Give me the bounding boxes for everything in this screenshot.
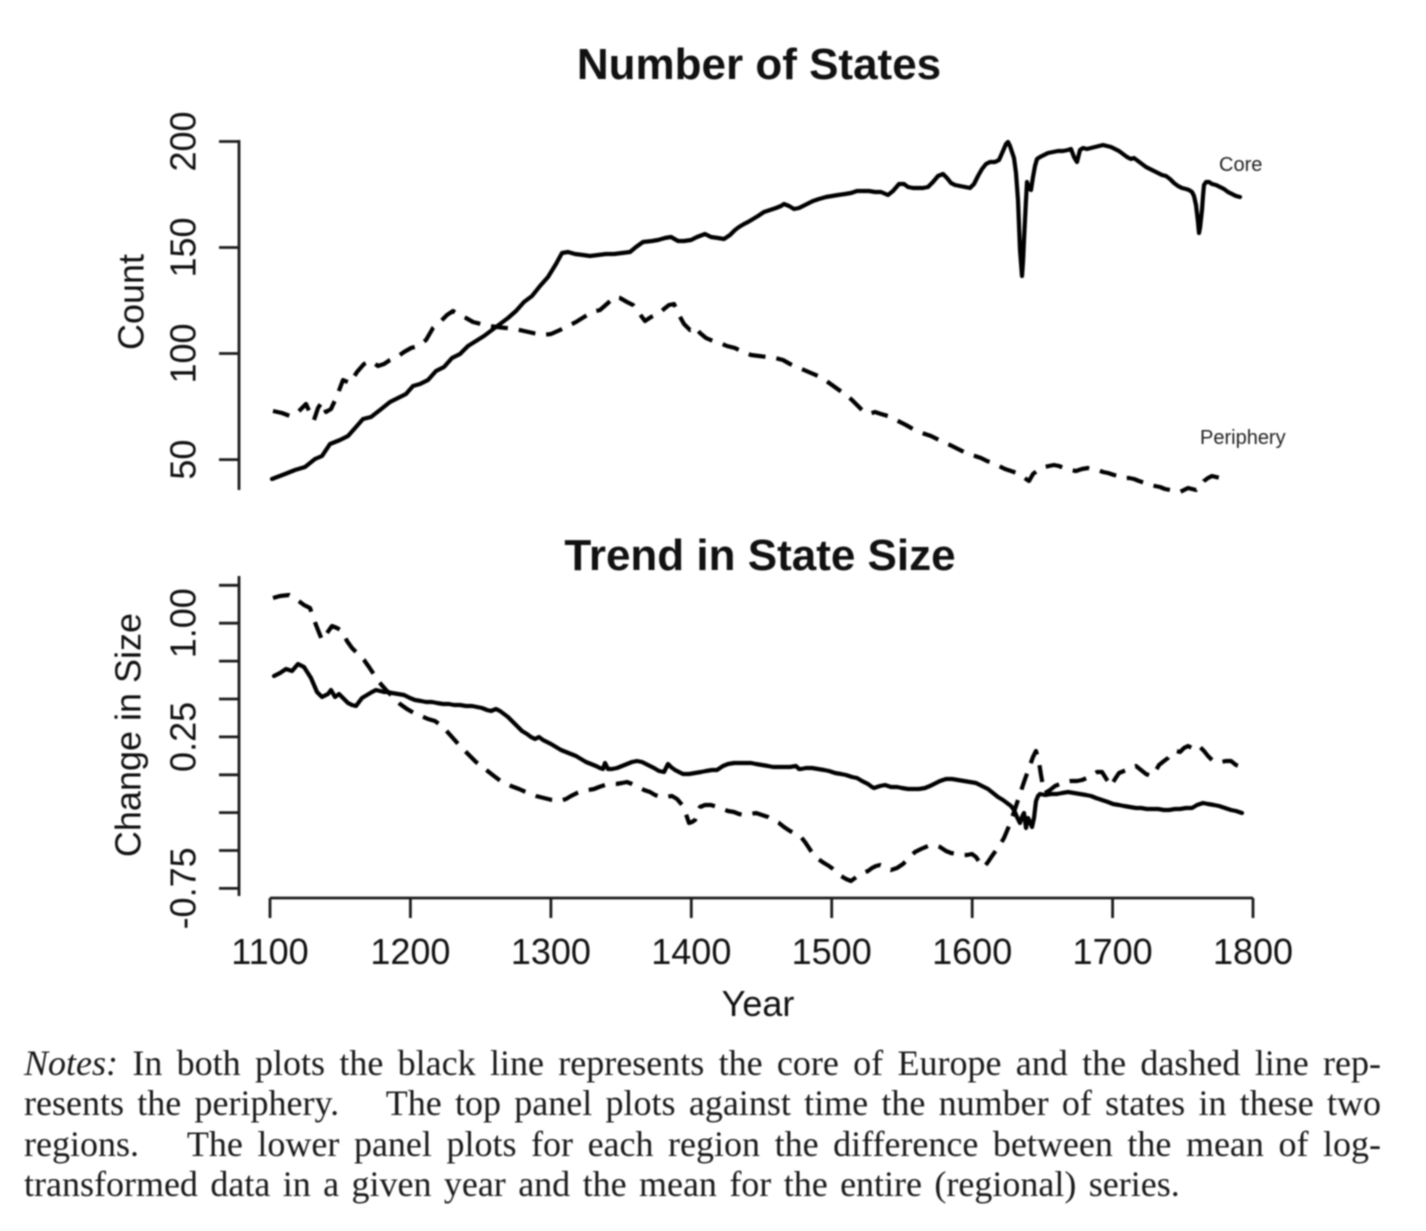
svg-text:100: 100 [163, 323, 204, 383]
svg-text:1600: 1600 [932, 931, 1012, 972]
svg-text:150: 150 [163, 217, 204, 277]
svg-text:1.00: 1.00 [163, 588, 204, 658]
svg-text:1100: 1100 [231, 931, 308, 972]
svg-text:0.25: 0.25 [163, 702, 204, 772]
svg-text:1400: 1400 [651, 931, 731, 972]
svg-text:Number of States: Number of States [577, 40, 941, 89]
svg-text:1700: 1700 [1073, 931, 1153, 972]
svg-text:Count: Count [111, 254, 152, 350]
svg-text:Periphery: Periphery [1200, 427, 1286, 449]
svg-text:1500: 1500 [792, 931, 872, 972]
svg-text:1300: 1300 [511, 931, 591, 972]
svg-text:Trend in State Size: Trend in State Size [564, 531, 955, 580]
svg-text:50: 50 [163, 440, 204, 480]
svg-text:Change in Size: Change in Size [108, 613, 149, 857]
svg-text:1800: 1800 [1213, 931, 1293, 972]
svg-text:Core: Core [1219, 154, 1262, 176]
svg-text:1200: 1200 [370, 931, 450, 972]
svg-text:-0.75: -0.75 [163, 847, 204, 929]
svg-text:Year: Year [722, 983, 795, 1024]
svg-text:200: 200 [163, 111, 204, 171]
